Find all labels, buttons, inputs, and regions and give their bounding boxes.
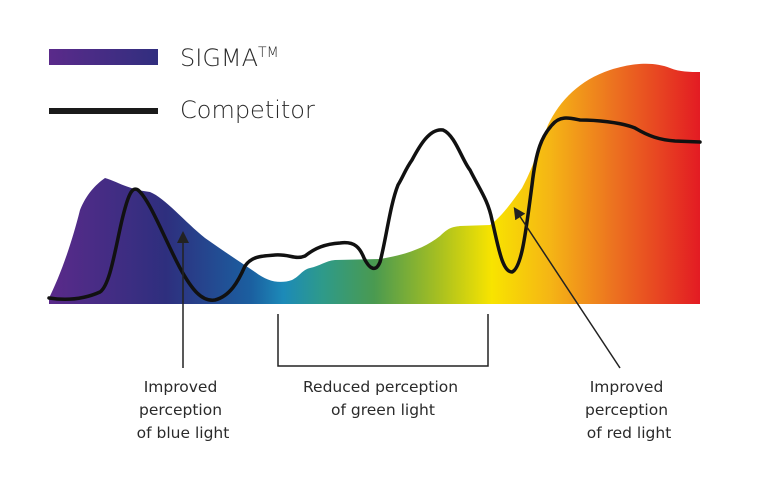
competitor-curve	[47, 116, 702, 302]
legend-sigma-swatch	[49, 49, 158, 65]
green-annotation-text: Reduced perception of green light	[303, 378, 463, 419]
blue-annotation-text: Improved perception of blue light	[137, 378, 230, 442]
red-annotation-arrow	[513, 206, 621, 369]
legend-sigma-label: SIGMATM	[180, 44, 279, 72]
legend-competitor-swatch	[49, 108, 158, 114]
green-annotation-bracket	[277, 314, 489, 367]
legend-competitor-label: Competitor	[180, 96, 315, 124]
red-annotation-text: Improved perception of red light	[585, 378, 673, 442]
